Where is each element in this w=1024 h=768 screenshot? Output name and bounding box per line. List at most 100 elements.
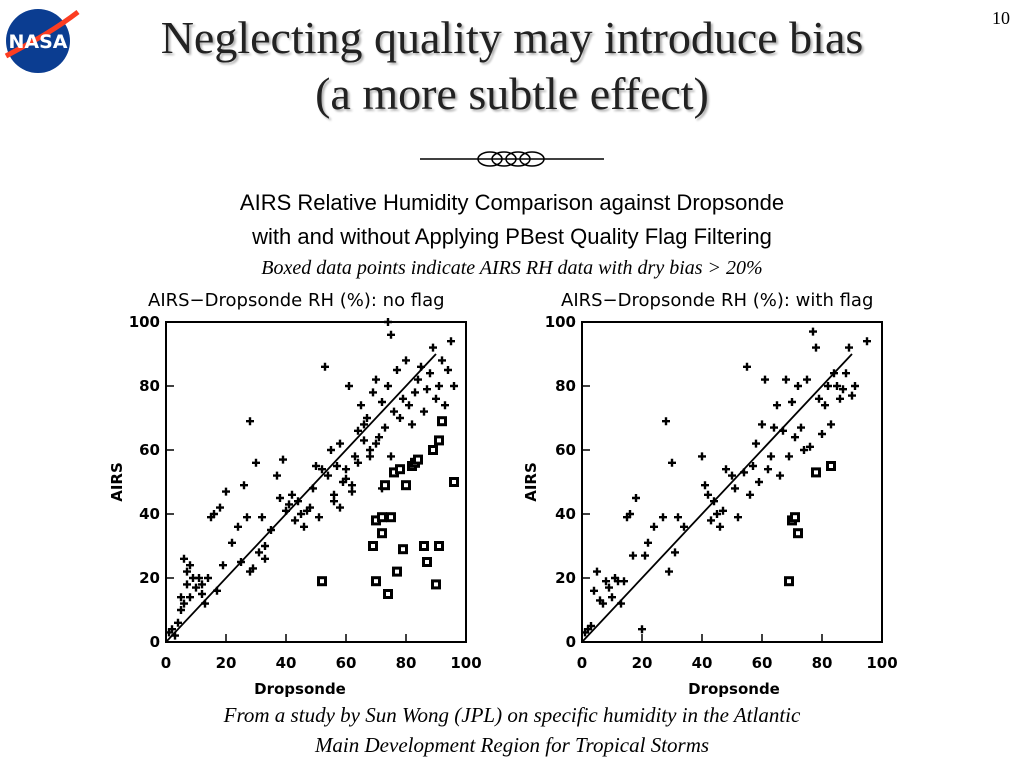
slide-number: 10 (992, 8, 1010, 28)
data-point-plus (602, 577, 610, 586)
data-point-plus (291, 516, 299, 525)
data-point-plus (411, 388, 419, 397)
data-point-plus (710, 497, 718, 506)
data-point-plus (848, 391, 856, 400)
data-point-plus (252, 458, 260, 467)
data-point-plus (345, 382, 353, 390)
data-point-plus (719, 506, 727, 515)
data-point-plus (267, 526, 275, 534)
data-point-boxed (395, 464, 405, 475)
data-point-plus (198, 580, 206, 589)
data-point-plus (258, 513, 266, 522)
data-point-plus (336, 503, 344, 512)
data-point-plus (360, 436, 368, 445)
data-point-plus (243, 513, 251, 522)
data-point-plus (444, 366, 452, 374)
x-tick-label: 20 (216, 654, 237, 672)
data-point-plus (375, 433, 383, 442)
data-point-plus (219, 561, 227, 570)
data-point-plus (638, 625, 646, 634)
plot-frame (581, 321, 883, 643)
data-point-plus (276, 494, 284, 502)
data-point-plus (761, 375, 769, 384)
data-point-plus (593, 567, 601, 576)
x-tick-label: 100 (450, 654, 481, 672)
data-point-boxed (383, 589, 393, 599)
data-point-plus (249, 564, 257, 573)
figure-caption: AIRS Relative Humidity Comparison agains… (0, 186, 1024, 282)
data-point-boxed (398, 544, 408, 555)
data-point-plus (429, 343, 437, 352)
data-point-plus (354, 458, 362, 467)
data-point-plus (393, 366, 401, 374)
data-point-plus (321, 362, 329, 371)
data-point-plus (671, 548, 679, 557)
data-point-plus (734, 513, 742, 522)
data-point-plus (279, 455, 287, 464)
data-point-plus (213, 586, 221, 595)
caption-line-1: AIRS Relative Humidity Comparison agains… (239, 190, 785, 215)
data-point-plus (198, 590, 206, 598)
data-point-plus (396, 414, 404, 422)
x-tick-label: 100 (866, 654, 897, 672)
data-point-plus (749, 462, 757, 470)
data-point-plus (288, 490, 296, 499)
data-point-boxed (784, 576, 794, 587)
data-point-boxed (419, 541, 429, 551)
data-point-plus (629, 551, 637, 560)
data-point-plus (665, 567, 673, 576)
x-tick-label: 60 (752, 654, 773, 672)
data-point-plus (255, 548, 263, 557)
data-point-plus (294, 497, 302, 506)
x-tick-label: 0 (161, 654, 171, 672)
data-point-plus (740, 468, 748, 477)
data-point-boxed (317, 576, 327, 587)
data-point-plus (755, 478, 763, 486)
data-point-boxed (449, 477, 459, 487)
data-point-plus (387, 330, 395, 339)
data-point-plus (318, 465, 326, 474)
data-point-plus (641, 551, 649, 560)
data-point-plus (599, 599, 607, 608)
data-point-plus (285, 500, 293, 509)
source-note-line-2: Main Development Region for Tropical Sto… (314, 733, 710, 757)
data-point-plus (587, 622, 595, 630)
data-point-plus (758, 420, 766, 429)
data-point-plus (309, 484, 317, 493)
one-to-one-line (581, 353, 853, 643)
data-point-plus (399, 394, 407, 403)
data-point-plus (384, 318, 392, 326)
data-point-plus (246, 417, 254, 426)
data-point-plus (384, 382, 392, 390)
data-point-plus (644, 538, 652, 547)
data-point-plus (348, 487, 356, 496)
x-tick-label: 0 (577, 654, 587, 672)
data-point-plus (204, 574, 212, 582)
nasa-logo: NASA (4, 9, 80, 73)
data-point-plus (785, 452, 793, 461)
one-to-one-line (165, 353, 437, 643)
data-point-plus (722, 465, 730, 474)
data-point-boxed (793, 528, 803, 539)
data-point-plus (626, 510, 634, 518)
data-point-plus (764, 465, 772, 474)
x-axis-label: Dropsonde (254, 680, 346, 698)
data-point-plus (216, 503, 224, 512)
x-tick-label: 40 (692, 654, 713, 672)
data-point-plus (177, 593, 185, 602)
data-point-boxed (371, 515, 381, 526)
y-tick-label: 100 (129, 313, 160, 331)
x-axis-label: Dropsonde (688, 680, 780, 698)
data-point-boxed (401, 480, 411, 491)
data-point-plus (183, 580, 191, 589)
y-axis-label: AIRS (108, 462, 126, 502)
data-point-plus (809, 327, 817, 336)
data-point-plus (770, 423, 778, 432)
data-point-plus (360, 420, 368, 429)
data-point-plus (788, 398, 796, 406)
y-tick-label: 0 (150, 633, 160, 651)
data-point-plus (668, 458, 676, 467)
source-note: From a study by Sun Wong (JPL) on specif… (0, 700, 1024, 760)
data-point-plus (812, 343, 820, 352)
data-point-boxed (377, 512, 387, 523)
